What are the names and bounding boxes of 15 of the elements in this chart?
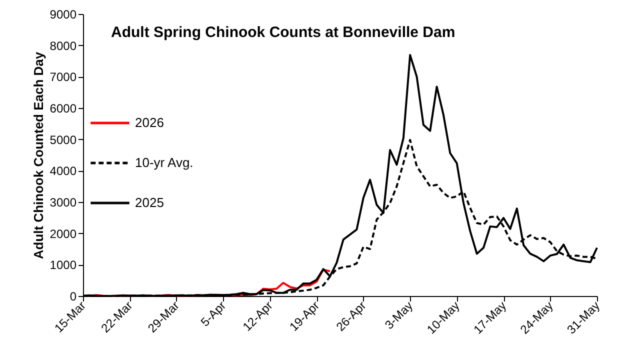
y-tick-label: 3000 (50, 196, 77, 210)
legend-label: 2026 (135, 115, 164, 130)
y-axis-title: Adult Chinook Counted Each Day (30, 51, 46, 260)
legend-label: 10-yr Avg. (135, 155, 194, 170)
y-tick-label: 4000 (50, 164, 77, 178)
y-tick-label: 0 (70, 290, 77, 304)
y-tick-label: 9000 (50, 8, 77, 22)
y-tick-label: 5000 (50, 132, 77, 147)
legend-label: 2025 (135, 195, 164, 210)
y-tick-label: 6000 (50, 102, 77, 116)
y-tick-label: 7000 (50, 70, 77, 84)
y-tick-label: 1000 (50, 258, 77, 272)
y-tick-label: 8000 (50, 38, 77, 53)
text: Adult Spring Chinook Counts at Bonneville Dam (111, 24, 456, 41)
y-tick-label: 2000 (50, 226, 77, 241)
